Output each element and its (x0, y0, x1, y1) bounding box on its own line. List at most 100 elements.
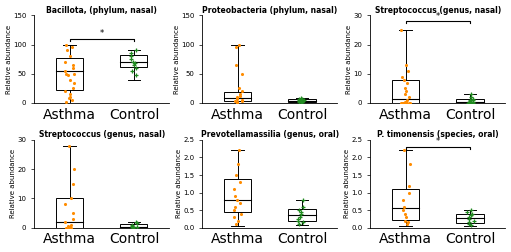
Point (237, 94, 245, 98)
Point (130, 63, 138, 67)
Point (132, 48, 140, 52)
Point (62, 43, 71, 47)
Point (236, 201, 244, 205)
Point (127, 57, 135, 61)
Point (131, 61, 140, 65)
Point (465, 217, 473, 221)
Point (298, 100, 306, 104)
Point (236, 180, 244, 184)
Point (464, 101, 473, 105)
Point (126, 51, 134, 55)
Point (236, 92, 244, 96)
Point (69, 211, 77, 215)
Point (466, 98, 474, 102)
Bar (288, 100, 315, 102)
Bar (56, 198, 83, 228)
Point (402, 86, 410, 90)
Point (464, 100, 473, 104)
Point (235, 86, 243, 90)
Point (299, 198, 307, 202)
Point (238, 72, 246, 76)
Point (233, 100, 241, 104)
Point (297, 210, 305, 214)
Point (399, 101, 407, 105)
Point (467, 92, 475, 96)
Point (299, 205, 307, 209)
Point (238, 99, 246, 103)
Point (403, 222, 411, 226)
Point (405, 95, 413, 99)
Point (297, 211, 305, 215)
Point (297, 96, 305, 100)
Y-axis label: Relative abundance: Relative abundance (346, 25, 352, 94)
Point (468, 211, 476, 215)
Point (401, 92, 409, 96)
Bar (121, 224, 148, 228)
Point (68, 98, 76, 102)
Point (465, 222, 473, 226)
Point (66, 95, 74, 99)
Point (298, 220, 307, 224)
Point (132, 66, 141, 70)
Bar (456, 213, 483, 223)
Point (232, 173, 240, 177)
Point (296, 99, 305, 103)
Point (69, 72, 78, 76)
Title: Prevotellamassilia (genus, oral): Prevotellamassilia (genus, oral) (201, 130, 339, 139)
Point (128, 223, 136, 227)
Point (231, 222, 240, 226)
Point (232, 45, 240, 49)
Point (65, 92, 74, 96)
Point (61, 60, 69, 64)
Point (403, 98, 411, 102)
Point (406, 163, 414, 167)
Point (132, 220, 140, 224)
Point (398, 75, 406, 79)
Point (61, 89, 69, 93)
Point (68, 182, 77, 186)
Title: Proteobacteria (phylum, nasal): Proteobacteria (phylum, nasal) (202, 6, 337, 15)
Point (464, 101, 473, 105)
Point (400, 78, 408, 82)
Point (133, 221, 141, 225)
Point (61, 69, 69, 73)
Point (402, 215, 410, 219)
Point (295, 208, 303, 212)
Point (64, 226, 72, 230)
Point (405, 191, 413, 195)
Point (66, 226, 75, 230)
Point (66, 78, 75, 82)
Point (231, 205, 240, 209)
Point (128, 224, 136, 228)
Point (469, 101, 477, 105)
Point (295, 100, 303, 104)
Point (128, 69, 136, 73)
Point (470, 218, 478, 223)
Point (469, 98, 477, 102)
Point (63, 48, 72, 52)
Point (65, 96, 74, 100)
Point (465, 220, 473, 224)
Point (467, 223, 475, 227)
Point (69, 66, 77, 70)
Point (404, 69, 412, 73)
Point (294, 99, 303, 103)
Point (62, 100, 71, 104)
Point (235, 218, 243, 223)
Point (233, 100, 241, 104)
Point (230, 187, 238, 191)
Point (66, 226, 75, 230)
Point (401, 101, 409, 105)
Point (295, 215, 304, 219)
Point (234, 163, 242, 167)
Point (64, 224, 73, 228)
Point (66, 225, 75, 229)
Point (129, 225, 137, 229)
Point (294, 218, 303, 223)
Point (230, 194, 239, 198)
Point (238, 98, 246, 102)
Y-axis label: Relative abundance: Relative abundance (6, 25, 12, 94)
Point (233, 101, 241, 105)
Text: *: * (100, 29, 104, 38)
Point (69, 63, 77, 67)
